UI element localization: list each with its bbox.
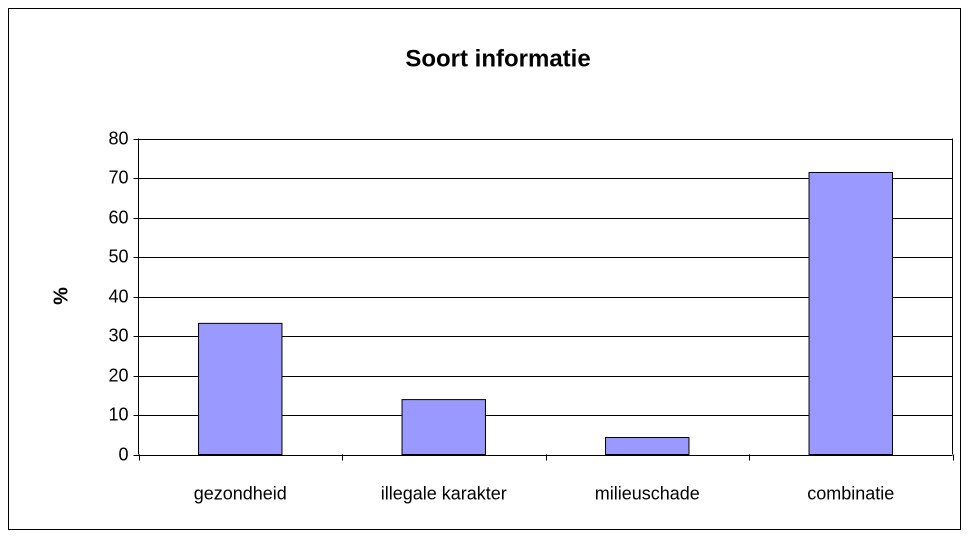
bar [198, 322, 283, 455]
y-axis-label: % [50, 287, 72, 305]
x-tick-label: milieuschade [595, 483, 700, 503]
bar [605, 437, 690, 456]
chart-title: Soort informatie [405, 45, 590, 72]
y-tick-label: 10 [108, 404, 128, 424]
y-tick-label: 80 [108, 128, 128, 148]
y-tick-label: 40 [108, 286, 128, 306]
y-tick-label: 0 [118, 444, 128, 464]
y-tick-label: 70 [108, 167, 128, 187]
bar [808, 171, 893, 455]
y-tick-label: 30 [108, 325, 128, 345]
x-tick-label: illegale karakter [381, 483, 507, 503]
y-tick-label: 60 [108, 207, 128, 227]
y-tick-label: 20 [108, 365, 128, 385]
x-tick-label: gezondheid [194, 483, 287, 503]
bar [401, 399, 486, 455]
y-tick-label: 50 [108, 246, 128, 266]
x-tick-label: combinatie [807, 483, 894, 503]
